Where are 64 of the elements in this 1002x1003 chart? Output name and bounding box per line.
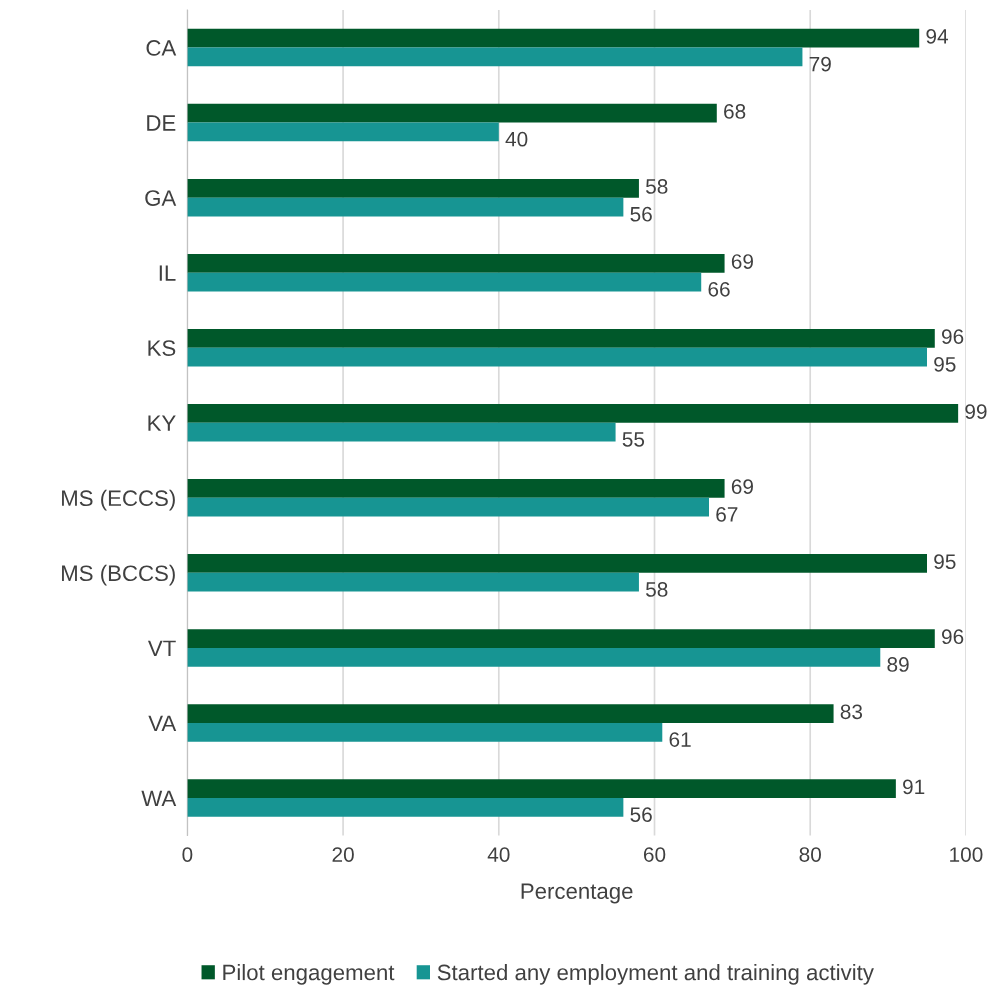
bar [187,178,639,198]
data-label: 89 [887,657,909,672]
data-label: 95 [934,554,956,570]
data-label: 91 [903,779,925,795]
x-tick-label: 60 [643,847,666,862]
bar [187,779,896,798]
data-label: 99 [965,404,987,419]
data-label: 69 [731,479,753,495]
bar [187,704,834,723]
bar [187,47,803,67]
y-tick-label: DE [147,115,176,131]
bar [187,122,499,142]
legend-label: Pilot engagement [223,964,395,985]
y-tick-label: VT [147,640,176,656]
x-tick-label: 40 [487,847,510,862]
x-tick-label: 80 [799,847,821,862]
bar [187,497,710,517]
data-label: 68 [724,104,746,119]
data-label: 58 [646,179,668,194]
data-label: 58 [646,582,668,597]
bar [187,28,920,48]
y-tick-label: IL [159,265,176,281]
bar [187,197,624,217]
x-tick-label: 100 [950,847,983,862]
y-tick-label: CA [146,40,177,56]
data-label: 83 [840,704,863,720]
bar [187,647,881,667]
y-tick-label: KS [148,340,176,356]
data-label: 67 [716,507,738,522]
bar [187,404,959,423]
data-label: 95 [934,356,956,372]
bar [187,253,725,273]
bar [187,722,663,742]
data-label: 56 [630,206,652,222]
data-label: 61 [669,732,691,747]
x-tick-label: 0 [182,847,193,862]
data-label: 40 [505,131,528,147]
bar [187,572,639,592]
bar [187,554,927,573]
bar [187,347,927,367]
bar [187,797,624,817]
data-label: 96 [941,329,964,344]
x-axis-title: Percentage [521,883,633,904]
x-tick-label: 20 [332,847,354,862]
y-tick-label: GA [145,190,177,206]
data-label: 96 [941,629,964,645]
bar [187,328,935,348]
data-label: 56 [630,807,652,822]
bar [187,479,725,498]
legend-label: Started any employment and training activity [437,964,874,985]
y-tick-label: KY [148,415,176,431]
data-label: 66 [708,281,730,297]
bar [187,629,935,648]
bar [187,422,616,442]
data-label: 69 [731,254,753,269]
y-tick-label: VA [148,715,177,731]
bar [187,272,702,292]
y-tick-label: MS (ECCS) [62,489,175,511]
y-tick-label: WA [141,790,177,807]
y-tick-label: MS (BCCS) [62,564,175,586]
bar [187,103,717,123]
data-label: 55 [622,432,645,447]
data-label: 79 [809,56,831,72]
data-label: 94 [926,29,949,44]
